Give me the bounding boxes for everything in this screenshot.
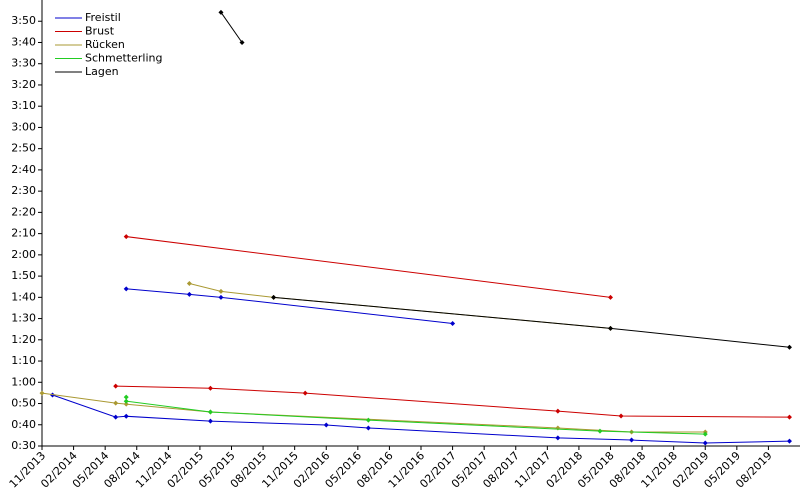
point	[786, 438, 792, 444]
y-tick-label: 3:10	[11, 99, 36, 112]
point	[618, 413, 624, 419]
legend-label: Brust	[85, 25, 115, 38]
y-tick-label: 3:50	[11, 14, 36, 27]
y-tick-label: 2:30	[11, 184, 36, 197]
point	[271, 294, 277, 300]
y-tick-label: 2:50	[11, 142, 36, 155]
y-tick-label: 0:50	[11, 397, 36, 410]
point	[123, 398, 129, 404]
point	[123, 234, 129, 240]
point	[186, 281, 192, 287]
y-tick-label: 3:20	[11, 78, 36, 91]
point	[123, 401, 129, 407]
legend-label: Schmetterling	[85, 52, 162, 65]
y-tick-label: 3:00	[11, 120, 36, 133]
point	[39, 390, 45, 396]
point	[113, 414, 119, 420]
point	[555, 408, 561, 414]
point	[302, 390, 308, 396]
point	[629, 437, 635, 443]
point	[207, 385, 213, 391]
y-tick-label: 1:00	[11, 375, 36, 388]
y-tick-label: 0:40	[11, 418, 36, 431]
series-line	[220, 12, 790, 348]
y-tick-label: 1:50	[11, 269, 36, 282]
point	[113, 400, 119, 406]
series-line	[115, 236, 790, 418]
point	[239, 39, 245, 45]
point	[123, 394, 129, 400]
point	[186, 291, 192, 297]
y-tick-label: 2:00	[11, 248, 36, 261]
point	[123, 286, 129, 292]
y-tick-label: 1:40	[11, 290, 36, 303]
legend-label: Lagen	[85, 65, 119, 78]
point	[365, 425, 371, 431]
series-line	[52, 288, 790, 444]
y-tick-label: 0:30	[11, 439, 36, 452]
point	[608, 294, 613, 300]
point	[365, 417, 371, 423]
point	[123, 413, 129, 419]
point	[218, 9, 224, 15]
y-tick-label: 2:40	[11, 163, 36, 176]
point	[207, 418, 213, 424]
point	[702, 440, 708, 446]
y-tick-label: 1:30	[11, 312, 36, 325]
y-tick-label: 1:10	[11, 354, 36, 367]
point	[207, 409, 213, 415]
point	[608, 325, 613, 331]
y-tick-label: 2:20	[11, 205, 36, 218]
y-tick-label: 3:40	[11, 35, 36, 48]
point	[786, 414, 792, 420]
point	[450, 320, 456, 326]
point	[218, 288, 224, 294]
y-tick-label: 1:20	[11, 333, 36, 346]
point	[323, 422, 329, 428]
legend-label: Rücken	[85, 38, 125, 51]
point	[113, 383, 119, 389]
y-tick-label: 3:30	[11, 57, 36, 70]
legend-label: Freistil	[85, 11, 121, 24]
point	[786, 344, 792, 350]
point	[555, 435, 561, 441]
series-line	[41, 283, 706, 433]
point	[702, 431, 708, 437]
y-tick-label: 2:10	[11, 227, 36, 240]
point	[597, 428, 603, 434]
point	[218, 294, 224, 300]
